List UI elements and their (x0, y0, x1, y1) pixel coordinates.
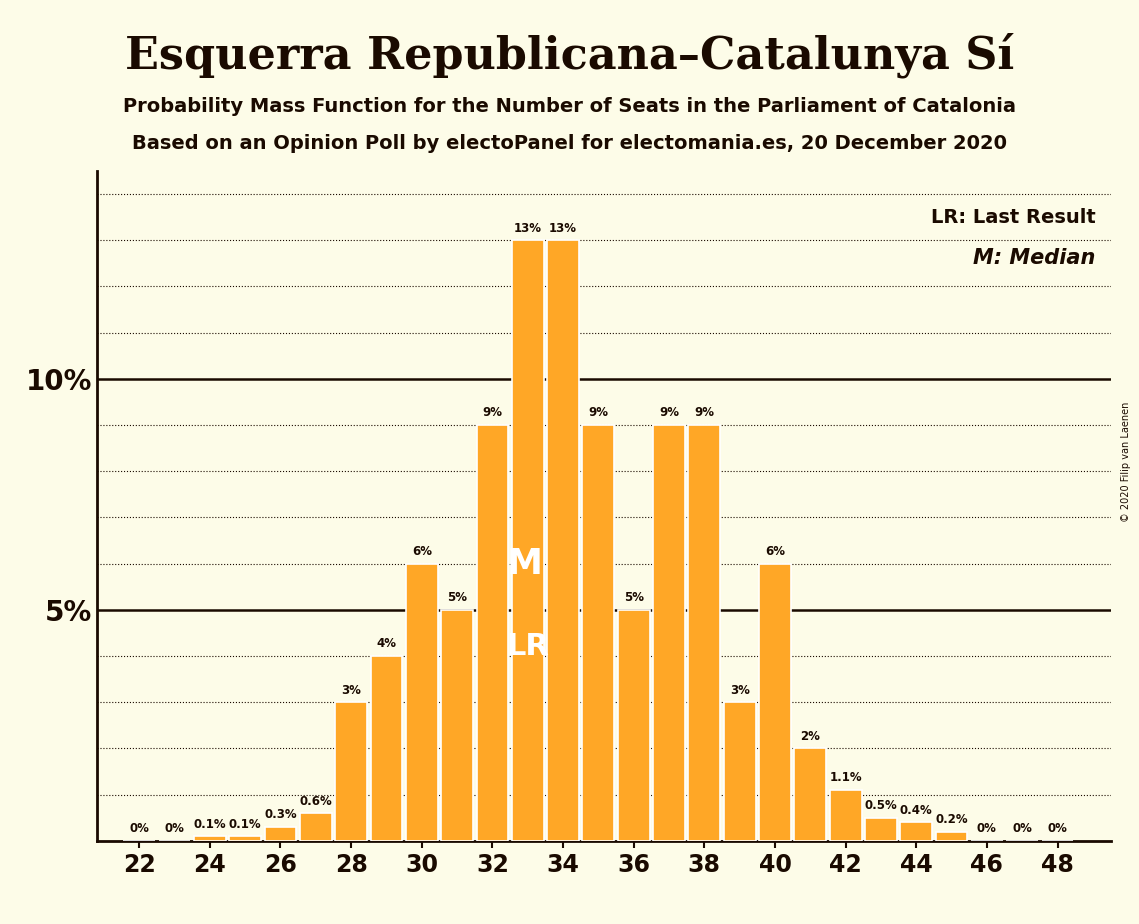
Text: 9%: 9% (589, 407, 608, 419)
Bar (547, 240, 579, 841)
Text: 9%: 9% (659, 407, 679, 419)
Bar (264, 827, 296, 841)
Bar (759, 564, 790, 841)
Text: 0.4%: 0.4% (900, 804, 933, 817)
Text: 0.5%: 0.5% (865, 799, 898, 812)
Bar (335, 702, 367, 841)
Bar (794, 748, 826, 841)
Text: 6%: 6% (765, 545, 785, 558)
Text: 6%: 6% (412, 545, 432, 558)
Text: 13%: 13% (514, 222, 542, 235)
Bar (617, 610, 649, 841)
Text: 0.1%: 0.1% (194, 818, 227, 831)
Text: 9%: 9% (695, 407, 714, 419)
Text: Based on an Opinion Poll by electoPanel for electomania.es, 20 December 2020: Based on an Opinion Poll by electoPanel … (132, 134, 1007, 153)
Text: Esquerra Republicana–Catalunya Sí: Esquerra Republicana–Catalunya Sí (125, 32, 1014, 78)
Text: M: M (506, 547, 542, 580)
Text: 0%: 0% (164, 822, 185, 835)
Text: M: Median: M: Median (973, 248, 1096, 268)
Text: 0.2%: 0.2% (935, 813, 968, 826)
Bar (653, 425, 685, 841)
Text: LR: Last Result: LR: Last Result (931, 208, 1096, 226)
Bar (511, 240, 543, 841)
Bar (900, 822, 932, 841)
Bar (405, 564, 437, 841)
Bar (441, 610, 473, 841)
Bar (300, 813, 331, 841)
Bar (688, 425, 720, 841)
Text: 4%: 4% (377, 638, 396, 650)
Text: 5%: 5% (448, 591, 467, 604)
Bar (935, 832, 967, 841)
Text: 1.1%: 1.1% (829, 772, 862, 784)
Text: 0.6%: 0.6% (300, 795, 333, 808)
Bar (723, 702, 755, 841)
Text: 0%: 0% (977, 822, 997, 835)
Bar (582, 425, 614, 841)
Text: 3%: 3% (342, 684, 361, 697)
Bar (865, 818, 896, 841)
Text: 9%: 9% (483, 407, 502, 419)
Text: 13%: 13% (549, 222, 577, 235)
Text: 0%: 0% (1048, 822, 1067, 835)
Bar (229, 836, 261, 841)
Text: 0%: 0% (129, 822, 149, 835)
Text: © 2020 Filip van Laenen: © 2020 Filip van Laenen (1121, 402, 1131, 522)
Bar (829, 790, 861, 841)
Text: 0.3%: 0.3% (264, 808, 297, 821)
Text: Probability Mass Function for the Number of Seats in the Parliament of Catalonia: Probability Mass Function for the Number… (123, 97, 1016, 116)
Text: 2%: 2% (801, 730, 820, 743)
Text: 0.1%: 0.1% (229, 818, 262, 831)
Text: 0%: 0% (1013, 822, 1032, 835)
Text: 3%: 3% (730, 684, 749, 697)
Text: 5%: 5% (624, 591, 644, 604)
Bar (370, 656, 402, 841)
Text: LR: LR (506, 632, 549, 662)
Bar (476, 425, 508, 841)
Bar (194, 836, 226, 841)
